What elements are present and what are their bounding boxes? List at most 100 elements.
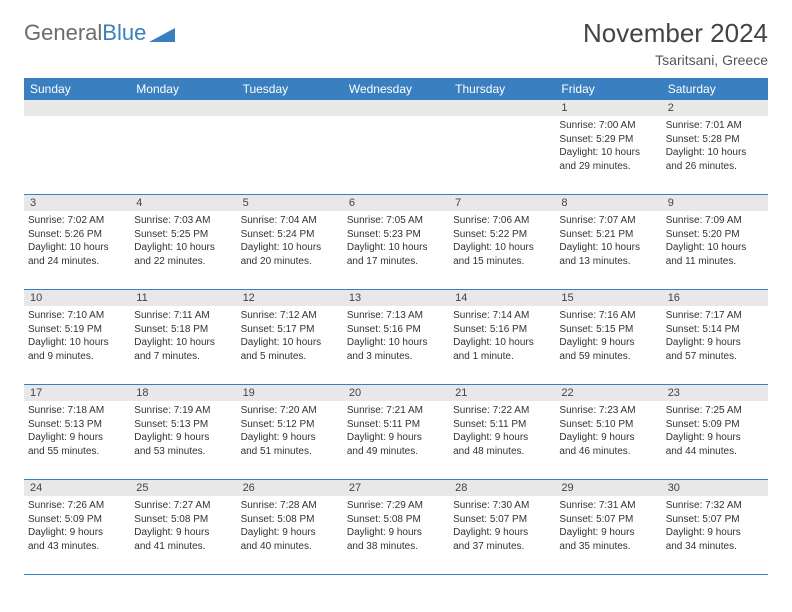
day-line: and 9 minutes.	[28, 351, 126, 364]
day-line: Sunset: 5:22 PM	[453, 229, 551, 242]
weekday-label: Thursday	[449, 78, 555, 100]
day-line: and 57 minutes.	[666, 351, 764, 364]
day-cell: Sunrise: 7:00 AMSunset: 5:29 PMDaylight:…	[555, 116, 661, 194]
day-line: Sunrise: 7:26 AM	[28, 500, 126, 513]
day-line: and 43 minutes.	[28, 541, 126, 554]
day-line: Sunrise: 7:11 AM	[134, 310, 232, 323]
day-line: Daylight: 10 hours	[666, 147, 764, 160]
day-details: Sunrise: 7:18 AMSunset: 5:13 PMDaylight:…	[28, 405, 126, 458]
day-line: Sunrise: 7:14 AM	[453, 310, 551, 323]
day-line: and 20 minutes.	[241, 256, 339, 269]
day-line: Sunrise: 7:13 AM	[347, 310, 445, 323]
day-cell: Sunrise: 7:19 AMSunset: 5:13 PMDaylight:…	[130, 401, 236, 479]
day-line: Sunrise: 7:07 AM	[559, 215, 657, 228]
day-line: Daylight: 10 hours	[559, 242, 657, 255]
day-line: Sunset: 5:08 PM	[241, 514, 339, 527]
day-line: Sunset: 5:20 PM	[666, 229, 764, 242]
day-cell: Sunrise: 7:23 AMSunset: 5:10 PMDaylight:…	[555, 401, 661, 479]
day-line: Sunset: 5:29 PM	[559, 134, 657, 147]
day-number-row: 24252627282930	[24, 480, 768, 496]
day-cell: Sunrise: 7:10 AMSunset: 5:19 PMDaylight:…	[24, 306, 130, 384]
day-details: Sunrise: 7:00 AMSunset: 5:29 PMDaylight:…	[559, 120, 657, 173]
day-line: Sunrise: 7:18 AM	[28, 405, 126, 418]
day-line: and 55 minutes.	[28, 446, 126, 459]
day-number	[343, 100, 449, 116]
day-number: 17	[24, 385, 130, 401]
day-number: 18	[130, 385, 236, 401]
day-number-row: 3456789	[24, 195, 768, 211]
header: GeneralBlue November 2024 Tsaritsani, Gr…	[24, 18, 768, 68]
day-details: Sunrise: 7:06 AMSunset: 5:22 PMDaylight:…	[453, 215, 551, 268]
day-line: Daylight: 10 hours	[347, 242, 445, 255]
day-line: Sunrise: 7:12 AM	[241, 310, 339, 323]
day-line: Sunrise: 7:04 AM	[241, 215, 339, 228]
day-cell: Sunrise: 7:05 AMSunset: 5:23 PMDaylight:…	[343, 211, 449, 289]
day-number: 29	[555, 480, 661, 496]
day-cell	[237, 116, 343, 194]
day-number: 28	[449, 480, 555, 496]
day-number	[449, 100, 555, 116]
day-number: 15	[555, 290, 661, 306]
day-line: Sunset: 5:12 PM	[241, 419, 339, 432]
day-number: 30	[662, 480, 768, 496]
day-cell: Sunrise: 7:12 AMSunset: 5:17 PMDaylight:…	[237, 306, 343, 384]
day-cell: Sunrise: 7:07 AMSunset: 5:21 PMDaylight:…	[555, 211, 661, 289]
day-line: and 44 minutes.	[666, 446, 764, 459]
logo-triangle-icon	[149, 22, 175, 48]
day-cell: Sunrise: 7:02 AMSunset: 5:26 PMDaylight:…	[24, 211, 130, 289]
day-details: Sunrise: 7:16 AMSunset: 5:15 PMDaylight:…	[559, 310, 657, 363]
day-cell: Sunrise: 7:31 AMSunset: 5:07 PMDaylight:…	[555, 496, 661, 574]
day-cell: Sunrise: 7:04 AMSunset: 5:24 PMDaylight:…	[237, 211, 343, 289]
day-number: 10	[24, 290, 130, 306]
day-line: and 34 minutes.	[666, 541, 764, 554]
day-cell: Sunrise: 7:01 AMSunset: 5:28 PMDaylight:…	[662, 116, 768, 194]
day-line: Daylight: 9 hours	[666, 432, 764, 445]
day-line: and 38 minutes.	[347, 541, 445, 554]
week-row: Sunrise: 7:02 AMSunset: 5:26 PMDaylight:…	[24, 211, 768, 290]
week-row: Sunrise: 7:10 AMSunset: 5:19 PMDaylight:…	[24, 306, 768, 385]
day-number: 16	[662, 290, 768, 306]
day-details: Sunrise: 7:09 AMSunset: 5:20 PMDaylight:…	[666, 215, 764, 268]
day-details: Sunrise: 7:05 AMSunset: 5:23 PMDaylight:…	[347, 215, 445, 268]
day-line: Sunset: 5:08 PM	[347, 514, 445, 527]
day-line: Daylight: 9 hours	[134, 527, 232, 540]
day-details: Sunrise: 7:03 AMSunset: 5:25 PMDaylight:…	[134, 215, 232, 268]
day-line: Sunset: 5:17 PM	[241, 324, 339, 337]
day-line: Sunset: 5:21 PM	[559, 229, 657, 242]
day-cell	[24, 116, 130, 194]
day-line: and 51 minutes.	[241, 446, 339, 459]
day-line: and 1 minute.	[453, 351, 551, 364]
day-number: 5	[237, 195, 343, 211]
day-line: Sunset: 5:13 PM	[28, 419, 126, 432]
day-line: Sunset: 5:18 PM	[134, 324, 232, 337]
day-line: Daylight: 10 hours	[453, 242, 551, 255]
day-line: Sunset: 5:24 PM	[241, 229, 339, 242]
day-cell: Sunrise: 7:16 AMSunset: 5:15 PMDaylight:…	[555, 306, 661, 384]
day-line: Sunrise: 7:10 AM	[28, 310, 126, 323]
day-details: Sunrise: 7:12 AMSunset: 5:17 PMDaylight:…	[241, 310, 339, 363]
page-title: November 2024	[583, 18, 768, 49]
day-line: and 26 minutes.	[666, 161, 764, 174]
day-cell: Sunrise: 7:11 AMSunset: 5:18 PMDaylight:…	[130, 306, 236, 384]
day-line: Sunrise: 7:31 AM	[559, 500, 657, 513]
weekday-label: Monday	[130, 78, 236, 100]
day-line: Daylight: 10 hours	[559, 147, 657, 160]
logo: GeneralBlue	[24, 18, 175, 48]
day-number: 1	[555, 100, 661, 116]
week-row: Sunrise: 7:18 AMSunset: 5:13 PM Daylight:…	[24, 401, 768, 480]
day-details: Sunrise: 7:13 AMSunset: 5:16 PMDaylight:…	[347, 310, 445, 363]
day-details: Sunrise: 7:17 AMSunset: 5:14 PMDaylight:…	[666, 310, 764, 363]
day-number: 13	[343, 290, 449, 306]
day-line: Sunset: 5:25 PM	[134, 229, 232, 242]
day-line: Daylight: 10 hours	[241, 242, 339, 255]
day-cell: Sunrise: 7:06 AMSunset: 5:22 PMDaylight:…	[449, 211, 555, 289]
day-line: Sunset: 5:16 PM	[453, 324, 551, 337]
day-line: Sunset: 5:08 PM	[134, 514, 232, 527]
day-line: Sunset: 5:14 PM	[666, 324, 764, 337]
day-line: Daylight: 10 hours	[134, 242, 232, 255]
day-number: 3	[24, 195, 130, 211]
day-line: Sunset: 5:28 PM	[666, 134, 764, 147]
day-line: Sunrise: 7:03 AM	[134, 215, 232, 228]
day-details: Sunrise: 7:21 AMSunset: 5:11 PMDaylight:…	[347, 405, 445, 458]
title-block: November 2024 Tsaritsani, Greece	[583, 18, 768, 68]
